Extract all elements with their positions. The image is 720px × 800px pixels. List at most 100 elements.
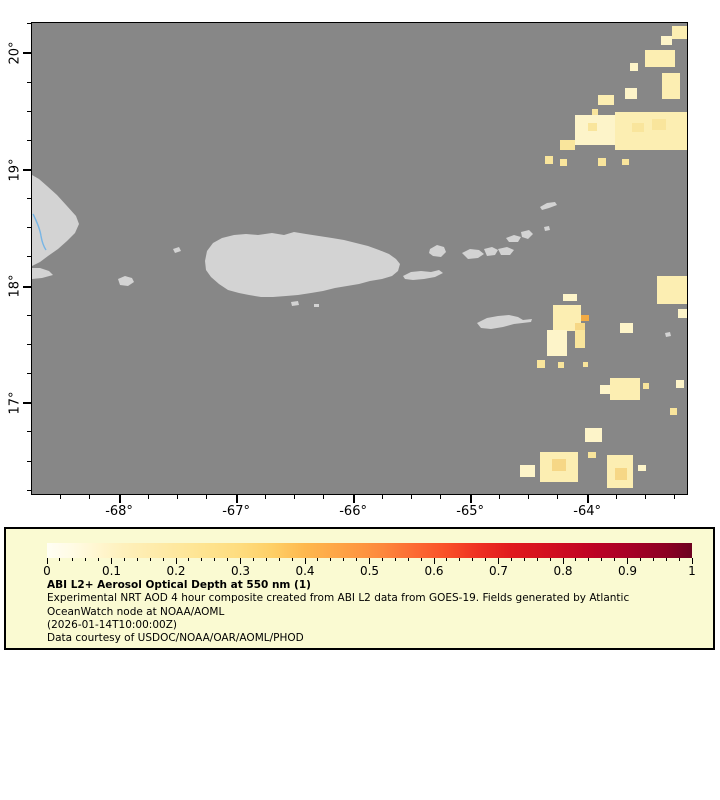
colorbar-minor-tick bbox=[214, 558, 216, 561]
colorbar-minor-tick bbox=[652, 558, 654, 561]
lon-tick bbox=[60, 495, 62, 499]
colorbar-tick-label: 0.2 bbox=[166, 564, 186, 578]
colorbar-minor-tick bbox=[665, 558, 667, 561]
aod-pixel-cluster bbox=[588, 123, 597, 131]
colorbar-minor-tick bbox=[678, 558, 680, 561]
colorbar-minor-tick bbox=[149, 558, 151, 561]
colorbar-major-tick bbox=[498, 558, 499, 564]
colorbar-major-tick bbox=[369, 558, 370, 564]
lat-tick bbox=[27, 489, 31, 491]
lon-tick bbox=[264, 495, 266, 499]
lon-tick bbox=[528, 495, 530, 499]
lon-tick bbox=[89, 495, 91, 499]
colorbar-minor-tick bbox=[278, 558, 280, 561]
aod-pixel-cluster bbox=[585, 428, 602, 442]
mona-island bbox=[118, 276, 134, 286]
aod-pixel-cluster bbox=[632, 123, 644, 132]
colorbar-minor-tick bbox=[536, 558, 538, 561]
colorbar-minor-tick bbox=[394, 558, 396, 561]
vieques bbox=[403, 270, 443, 280]
colorbar-minor-tick bbox=[356, 558, 358, 561]
colorbar-major-tick bbox=[175, 558, 177, 564]
colorbar-minor-tick bbox=[472, 558, 474, 561]
tiny-islet-east bbox=[665, 332, 671, 337]
hispaniola-south-spit bbox=[32, 268, 53, 279]
aod-pixel-cluster bbox=[547, 330, 567, 356]
colorbar-tick-label: 0.6 bbox=[424, 564, 444, 578]
lat-tick bbox=[27, 314, 31, 316]
aod-pixel-cluster bbox=[563, 294, 577, 301]
lon-tick-label: -64° bbox=[573, 504, 602, 519]
colorbar-minor-tick bbox=[252, 558, 254, 561]
colorbar-tick-label: 0.1 bbox=[101, 564, 122, 578]
hispaniola-east-coast bbox=[32, 175, 79, 266]
desecheo-island bbox=[173, 247, 181, 253]
aod-pixel-cluster bbox=[581, 315, 589, 321]
aod-pixel-cluster bbox=[552, 459, 566, 471]
aod-pixel-cluster bbox=[662, 73, 680, 99]
land-masses bbox=[32, 175, 671, 337]
lon-tick bbox=[118, 495, 121, 503]
colorbar-minor-tick bbox=[523, 558, 525, 561]
colorbar-minor-tick bbox=[265, 558, 267, 561]
aod-pixel-cluster bbox=[575, 330, 585, 348]
colorbar-tick-label: 0 bbox=[43, 564, 51, 578]
caja-de-muertos-islet bbox=[291, 301, 299, 306]
lon-tick bbox=[674, 495, 676, 499]
aod-pixel-cluster bbox=[676, 380, 684, 388]
anegada bbox=[540, 202, 557, 210]
lon-tick bbox=[586, 495, 589, 503]
small-cay bbox=[544, 226, 550, 231]
aod-pixel-cluster bbox=[630, 63, 638, 71]
lon-tick bbox=[294, 495, 296, 499]
lon-tick bbox=[352, 495, 355, 503]
colorbar-tick-label: 0.9 bbox=[617, 564, 638, 578]
lon-tick bbox=[381, 495, 383, 499]
aod-pixel-cluster bbox=[545, 156, 553, 164]
colorbar-minor-tick bbox=[123, 558, 125, 561]
lat-tick bbox=[23, 402, 31, 405]
colorbar-minor-tick bbox=[601, 558, 603, 561]
colorbar-major-tick bbox=[627, 558, 628, 564]
lon-tick bbox=[557, 495, 559, 499]
river-line bbox=[32, 213, 47, 251]
virgin-gorda bbox=[521, 230, 533, 239]
tortola bbox=[498, 247, 514, 255]
lon-tick bbox=[469, 495, 472, 503]
lat-tick bbox=[23, 169, 31, 171]
aod-pixel-cluster bbox=[592, 109, 598, 115]
map-canvas bbox=[32, 23, 687, 494]
lon-tick-label: -67° bbox=[222, 504, 250, 519]
puerto-rico bbox=[205, 232, 400, 297]
lon-tick bbox=[177, 495, 179, 499]
colorbar-minor-tick bbox=[588, 558, 590, 561]
aod-pixel-cluster bbox=[643, 383, 649, 389]
lat-tick bbox=[27, 23, 31, 25]
lon-tick bbox=[440, 495, 442, 499]
lat-tick bbox=[27, 460, 31, 462]
lon-tick bbox=[645, 495, 647, 499]
colorbar-minor-tick bbox=[459, 558, 461, 561]
aod-pixel-cluster bbox=[657, 276, 687, 304]
lon-tick-label: -68° bbox=[105, 504, 133, 519]
colorbar-minor-tick bbox=[162, 558, 164, 561]
lon-tick bbox=[206, 495, 208, 499]
colorbar-major-tick bbox=[111, 558, 112, 564]
lat-tick-label: 18° bbox=[7, 274, 23, 298]
legend-panel: 0 0.1 0.2 0.3 0.4 0.5 0.6 0.7 0.8 0.9 1 ABI L2+ Ae… bbox=[4, 527, 715, 650]
colorbar-minor-tick bbox=[136, 558, 138, 561]
aod-pixel-cluster bbox=[598, 158, 606, 166]
lon-tick-label: -66° bbox=[339, 504, 367, 519]
colorbar-minor-tick bbox=[59, 558, 61, 561]
jost-van-dyke bbox=[506, 235, 521, 242]
colorbar-minor-tick bbox=[575, 558, 577, 561]
legend-timestamp: (2026-01-14T10:00:00Z) bbox=[47, 618, 177, 631]
lon-tick bbox=[323, 495, 325, 499]
lat-tick bbox=[23, 285, 31, 288]
lon-tick bbox=[498, 495, 500, 499]
lat-tick-label: 19° bbox=[7, 157, 23, 182]
aod-pixel-cluster bbox=[615, 468, 627, 480]
legend-description-line1: Experimental NRT AOD 4 hour composite cr… bbox=[47, 592, 630, 605]
colorbar-tick-label: 0.8 bbox=[553, 564, 573, 578]
lat-tick-label: 17° bbox=[7, 391, 23, 415]
